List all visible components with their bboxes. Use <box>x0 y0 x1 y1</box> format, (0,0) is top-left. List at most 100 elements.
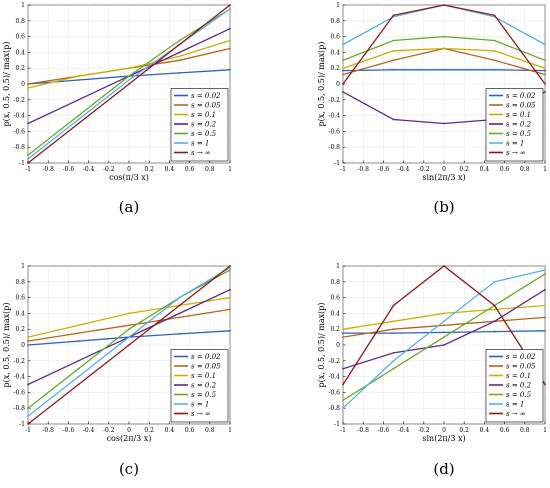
panel-c-series-6-point <box>128 336 130 338</box>
panel-a-y-ticks: 1 0.8 0.6 0.4 0.2 0 -0.2 -0.4 -0.6 -0.8 -1 <box>13 2 31 167</box>
panel-d-x-tick-label: -1 <box>340 427 346 434</box>
panel-b-legend-label: s → ∞ <box>506 149 526 157</box>
panel-c-y-tick-label: -0.6 <box>13 389 25 396</box>
panel-c-y-tick-label: -0.2 <box>13 358 25 365</box>
panel-d-y-tick-label: 0 <box>336 342 340 349</box>
panel-a-series-6-point <box>77 118 80 121</box>
panel-a-series-7-point <box>178 43 181 46</box>
panel-c-x-tick-label: -0.2 <box>103 427 115 434</box>
panel-b-legend-label: s = 0.5 <box>506 130 532 138</box>
panel-d-series-3-point <box>443 312 445 315</box>
panel-c-series-5-point <box>27 407 29 410</box>
panel-c-series-1-point <box>27 344 29 346</box>
panel-d-legend-label: s = 0.05 <box>506 363 536 371</box>
panel-d-legend-label: s → ∞ <box>506 410 526 418</box>
panel-b-y-tick-label: 0.2 <box>330 65 340 72</box>
panel-d-x-tick-label: -0.2 <box>418 427 430 434</box>
panel-c-x-tick-label: 0.2 <box>144 427 154 434</box>
panel-b-x-tick-label: 0.6 <box>500 166 510 173</box>
panel-b-series-4-point <box>392 118 395 121</box>
panel-b-series-3-point <box>342 67 344 70</box>
panel-a-series-3-point <box>128 67 130 70</box>
panel-c-y-tick-label: 0 <box>21 342 25 349</box>
panel-a-series-5-point <box>77 114 80 117</box>
panel-a-x-tick-label: 0.2 <box>144 166 154 173</box>
panel-b-y-tick-label: 0.8 <box>330 18 340 25</box>
panel-d-x-tick-label: -0.6 <box>378 427 390 434</box>
panel-a-series-5-point <box>128 75 130 77</box>
panel-a-label: (a) <box>119 198 140 216</box>
panel-d-label: (d) <box>433 460 454 478</box>
panel-c-legend-label: s = 0.05 <box>191 363 221 371</box>
panel-b-x-tick-label: 0.2 <box>459 166 469 173</box>
panel-a: -1 -0.8 -0.6 -0.4 -0.2 0 0.2 0.4 0.6 0.8 1 1 0.8 0.6… <box>2 2 232 216</box>
panel-d-y-tick-label: 0.6 <box>330 295 340 302</box>
panel-a-x-tick-label: -0.2 <box>103 166 115 173</box>
panel-c-y-tick-label: -1 <box>19 421 25 428</box>
panel-d-y-tick-label: -0.6 <box>328 389 340 396</box>
panel-c-x-tick-label: -0.4 <box>83 427 95 434</box>
panel-b-legend-label: s = 0.2 <box>506 121 532 129</box>
panel-d-y-tick-label: -0.2 <box>328 358 340 365</box>
panel-d-y-ticks: 1 0.8 0.6 0.4 0.2 0 -0.2 -0.4 -0.6 -0.8 -1 <box>328 263 346 428</box>
panel-b-series-2-point <box>342 73 344 76</box>
panel-a-series-7-point <box>128 83 130 85</box>
panel-c-legend-label: s = 0.5 <box>191 391 217 399</box>
panel-c-series-4-point <box>77 359 80 362</box>
panel-b-series-4-point <box>544 91 546 93</box>
panel-c: -1 -0.8 -0.6 -0.4 -0.2 0 0.2 0.4 0.6 0.8 1 1 0.8 0.6… <box>2 263 232 478</box>
panel-d-y-tick-label: -0.4 <box>328 374 340 381</box>
panel-d: -1 -0.8 -0.6 -0.4 -0.2 0 0.2 0.4 0.6 0.8 1 1 0.8 0.6… <box>317 263 547 478</box>
panel-a-legend-label: s = 0.02 <box>191 92 221 100</box>
panel-b-xlabel: sin(2π/3 x) <box>422 173 465 182</box>
panel-d-y-tick-label: 0.4 <box>330 310 340 317</box>
panel-c-series-4-point <box>178 312 181 315</box>
panel-c-series-6-point <box>178 296 181 299</box>
panel-d-legend-label: s = 1 <box>506 401 524 409</box>
panel-a-series <box>27 4 231 164</box>
panel-b-x-tick-label: -0.2 <box>418 166 430 173</box>
panel-c-series-1-point <box>77 340 80 342</box>
panel-b-series-4-point <box>443 122 445 125</box>
panel-d-series-2-point <box>392 328 395 331</box>
panel-c-ylabel: p(x, 0.5, 0.5)/ max(p) <box>2 303 11 388</box>
panel-a-series-1-point <box>77 79 80 81</box>
panel-d-series <box>342 265 546 410</box>
panel-c-series <box>27 265 231 425</box>
panel-d-series-6-point <box>544 269 546 271</box>
panel-a-ylabel: p(x, 0.5, 0.5)/ max(p) <box>2 42 11 127</box>
panel-c-y-tick-label: -0.8 <box>13 405 25 412</box>
panel-c-legend-label: s = 1 <box>191 401 209 409</box>
panel-d-series-2-point <box>544 316 546 319</box>
panel-b-label: (b) <box>433 198 454 216</box>
panel-b-legend: s = 0.02 s = 0.05s = 0.1 s = 0.2s = 0.5 s =… <box>485 88 544 162</box>
panel-c-series-4-point <box>229 288 231 291</box>
panel-c-series-5-point <box>229 269 231 271</box>
panel-b-series-3-point <box>544 67 546 70</box>
panel-b-series-1-point <box>544 69 546 72</box>
panel-a-x-tick-label: 0.8 <box>205 166 215 173</box>
panel-a-x-tick-label: -0.6 <box>63 166 75 173</box>
panel-d-series-7-point <box>443 265 445 267</box>
panel-b-ylabel: p(x, 0.5, 0.5)/ max(p) <box>317 42 326 127</box>
panel-d-series-1-point <box>443 331 445 334</box>
panel-d-series-4-point <box>342 367 344 370</box>
panel-d-x-tick-label: 0.8 <box>520 427 530 434</box>
panel-c-legend-label: s = 0.2 <box>191 382 217 390</box>
panel-d-x-tick-label: 0.4 <box>480 427 490 434</box>
panel-d-series-4-point <box>493 320 496 323</box>
panel-d-legend: s = 0.02 s = 0.05s = 0.1 s = 0.2s = 0.5 s =… <box>485 349 544 423</box>
panel-a-legend-label: s = 0.1 <box>191 111 216 119</box>
panel-c-series-6-point <box>77 375 80 378</box>
panel-d-series-4-point <box>544 288 546 291</box>
panel-c-legend-label: s → ∞ <box>191 410 211 418</box>
panel-a-xlabel: cos(π/3 x) <box>109 173 149 182</box>
panel-d-xlabel: sin(2π/3 x) <box>422 434 465 443</box>
panel-b-grid <box>342 4 546 164</box>
panel-a-x-tick-label: 0 <box>127 166 131 173</box>
panel-d-legend-label: s = 0.2 <box>506 382 532 390</box>
panel-a-x-tick-label: 0.4 <box>165 166 175 173</box>
panel-c-series-5-point <box>77 367 80 370</box>
panel-a-series-2-point <box>178 59 181 62</box>
